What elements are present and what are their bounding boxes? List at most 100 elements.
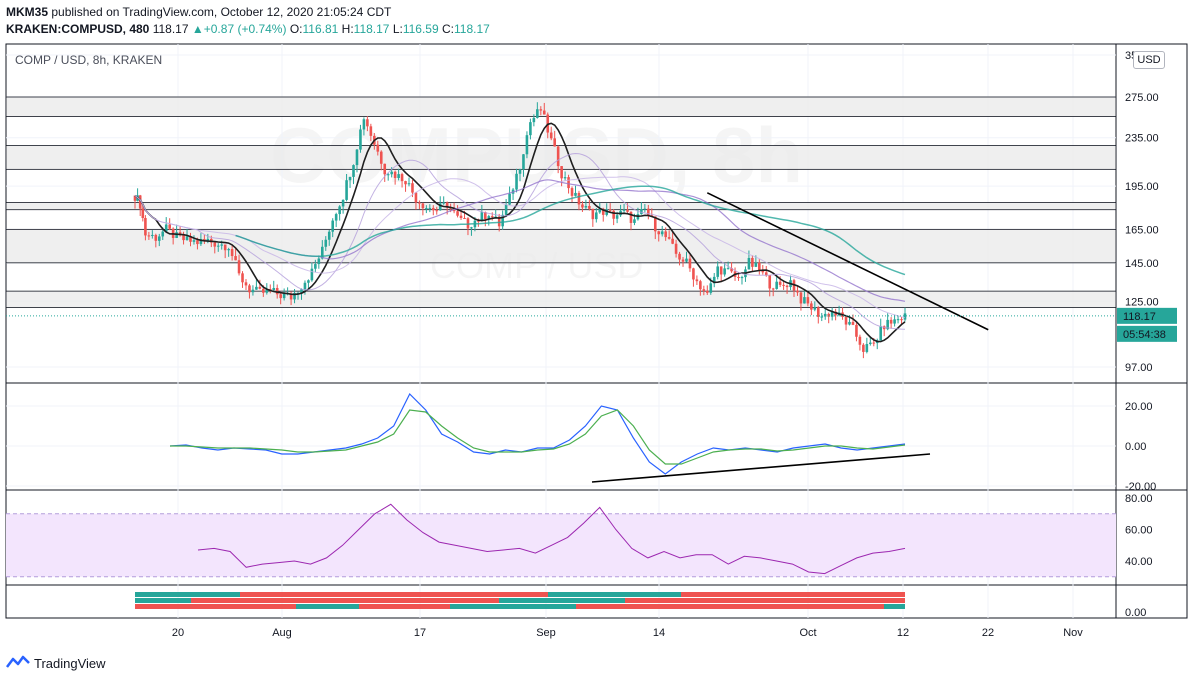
candle-body — [338, 206, 341, 215]
trend-strip-cell — [828, 592, 835, 597]
candle-body — [539, 109, 543, 111]
trend-strip-cell — [233, 598, 240, 603]
trend-strip-cell — [135, 604, 142, 609]
trend-strip-cell — [611, 604, 618, 609]
trend-strip-cell — [450, 592, 457, 597]
candle-body — [383, 163, 387, 175]
trend-strip-cell — [394, 598, 401, 603]
trend-strip-cell — [464, 604, 471, 609]
high-label: H: — [341, 22, 354, 36]
trend-strip-cell — [261, 604, 268, 609]
chart-legend: COMP / USD, 8h, KRAKEN — [15, 53, 163, 67]
trend-strip-cell — [555, 604, 562, 609]
candle-body — [504, 204, 508, 215]
candle-body — [262, 288, 265, 293]
trend-strip-cell — [534, 598, 541, 603]
countdown-label-box — [1117, 325, 1177, 342]
trend-strip-cell — [569, 604, 576, 609]
trend-strip-cell — [793, 598, 800, 603]
trend-strip-cell — [891, 598, 898, 603]
macd-tick-label: -20.00 — [1125, 481, 1156, 493]
trend-strip-cell — [226, 604, 233, 609]
candle-body — [685, 258, 688, 262]
trend-strip-cell — [247, 604, 254, 609]
candle-body — [591, 208, 595, 220]
candle-body — [709, 283, 713, 293]
trend-strip-cell — [562, 604, 569, 609]
trend-strip-cell — [625, 604, 632, 609]
candle-body — [796, 290, 799, 293]
open-value: 116.81 — [302, 22, 339, 36]
trend-strip-cell — [492, 604, 499, 609]
signal-line — [170, 409, 906, 465]
trend-strip-cell — [891, 604, 898, 609]
trend-strip-cell — [506, 592, 513, 597]
footer-brand[interactable]: TradingView — [6, 655, 106, 672]
candle-body — [536, 109, 539, 118]
rsi-line — [197, 503, 906, 575]
trend-strip-cell — [737, 592, 744, 597]
trend-strip-cell — [849, 592, 856, 597]
trend-strip-cell — [772, 598, 779, 603]
trend-strip-cell — [842, 604, 849, 609]
publisher-name[interactable]: MKM35 — [6, 5, 49, 19]
trend-strip-cell — [387, 604, 394, 609]
trend-strip-cell — [828, 598, 835, 603]
trend-strip-cell — [667, 592, 674, 597]
trend-strip-cell — [429, 598, 436, 603]
candle-body — [716, 266, 720, 277]
trend-strip-cell — [660, 604, 667, 609]
trend-strip-cell — [408, 592, 415, 597]
trend-strip-cell — [653, 604, 660, 609]
candle-body — [660, 231, 664, 235]
trend-strip-cell — [268, 604, 275, 609]
trend-strip-cell — [177, 592, 184, 597]
trend-strip-cell — [555, 598, 562, 603]
candle-body — [730, 268, 733, 272]
candle-body — [810, 303, 813, 310]
trend-strip-cell — [366, 592, 373, 597]
trend-strip-cell — [226, 598, 233, 603]
trend-strip-cell — [240, 592, 247, 597]
candle-body — [657, 231, 661, 235]
trend-strip-cell — [464, 598, 471, 603]
trend-strip-cell — [191, 598, 198, 603]
trend-strip-cell — [275, 592, 282, 597]
candle-body — [248, 285, 251, 293]
trend-strip-cell — [786, 598, 793, 603]
trend-strip-cell — [366, 604, 373, 609]
trend-strip-cell — [821, 592, 828, 597]
trend-strip-cell — [856, 592, 863, 597]
candle-body — [161, 231, 165, 237]
trend-strip-cell — [163, 592, 170, 597]
candle-body — [719, 266, 723, 275]
trend-strip-cell — [485, 598, 492, 603]
trend-strip-cell — [170, 592, 177, 597]
candle-body — [428, 207, 432, 209]
trend-strip-cell — [877, 598, 884, 603]
trend-strip-cell — [877, 592, 884, 597]
candle-body — [327, 231, 331, 240]
change-value: +0.87 (+0.74%) — [203, 22, 287, 36]
trend-strip-cell — [800, 604, 807, 609]
candle-body — [404, 181, 407, 185]
candle-body — [189, 236, 192, 242]
candle-body — [633, 219, 636, 223]
trend-strip-cell — [653, 592, 660, 597]
currency-badge[interactable]: USD — [1133, 51, 1165, 69]
trend-strip-cell — [149, 592, 156, 597]
publish-header: MKM35 published on TradingView.com, Octo… — [6, 5, 391, 19]
candle-body — [164, 224, 168, 232]
support-resistance-zone — [5, 202, 1117, 211]
trend-strip-cell — [730, 598, 737, 603]
candle-body — [879, 326, 883, 341]
trend-strip-cell — [212, 592, 219, 597]
candle-body — [605, 209, 609, 215]
price-label: 118.17 — [1123, 311, 1156, 323]
trend-strip-cell — [793, 592, 800, 597]
trend-strip-cell — [884, 604, 891, 609]
candle-body — [463, 218, 466, 220]
candle-body — [563, 177, 567, 179]
trend-strip-cell — [765, 604, 772, 609]
